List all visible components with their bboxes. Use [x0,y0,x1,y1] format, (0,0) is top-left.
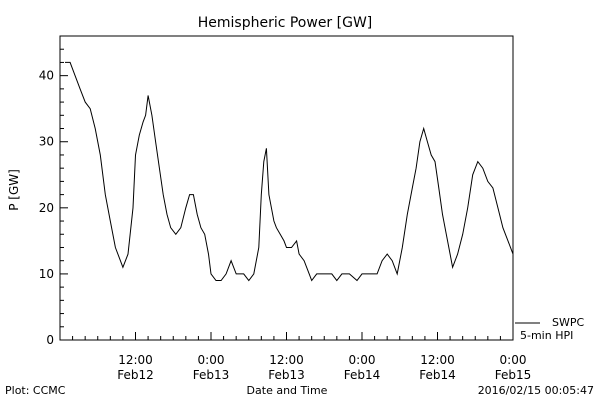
y-axis-label: P [GW] [7,169,21,211]
legend-source-label: SWPC [552,316,584,329]
legend-product-label: 5-min HPI [520,329,573,342]
x-tick-label-time: 12:00 [118,353,153,367]
x-tick-label-date: Feb13 [193,368,230,382]
x-tick-label-date: Feb14 [419,368,456,382]
x-tick-label-time: 12:00 [269,353,304,367]
y-tick-label: 20 [39,201,54,215]
x-tick-label-date: Feb14 [344,368,381,382]
chart-title: Hemispheric Power [GW] [198,15,373,31]
plot-credit: Plot: CCMC [5,384,66,397]
x-tick-label-time: 0:00 [500,353,527,367]
plot-frame [59,35,514,341]
x-tick-label-date: Feb12 [117,368,154,382]
x-tick-label-time: 0:00 [198,353,225,367]
y-tick-label: 10 [39,267,54,281]
x-tick-label-time: 12:00 [420,353,455,367]
x-axis-ticks: 12:00Feb120:00Feb1312:00Feb130:00Feb1412… [59,332,532,382]
y-tick-label: 30 [39,135,54,149]
x-axis-label: Date and Time [247,384,328,397]
plot-timestamp: 2016/02/15 00:05:47 [478,384,594,397]
x-tick-label-date: Feb15 [495,368,532,382]
hemispheric-power-line [65,61,514,282]
y-tick-label: 40 [39,69,54,83]
x-tick-label-date: Feb13 [268,368,305,382]
y-axis-ticks: 0 10 20 30 40 [39,35,68,347]
x-tick-label-time: 0:00 [349,353,376,367]
y-tick-label: 0 [46,333,54,347]
series-layer [65,61,514,282]
